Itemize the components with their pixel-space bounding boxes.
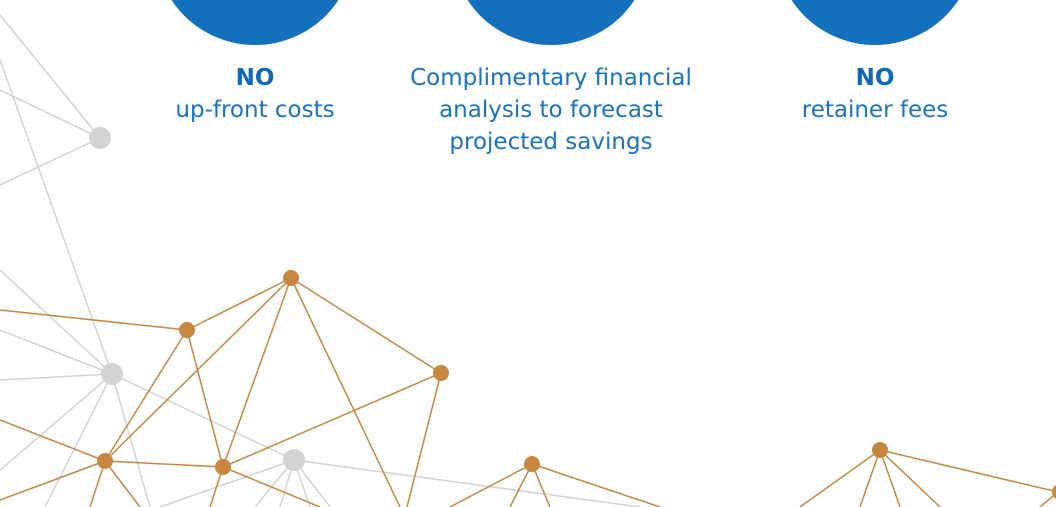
node bbox=[283, 449, 305, 471]
node bbox=[872, 442, 888, 458]
node bbox=[101, 363, 123, 385]
page: NOup-front costsComplimentary financiala… bbox=[0, 0, 1056, 507]
node bbox=[97, 453, 113, 469]
circle bbox=[155, 0, 355, 45]
feature-text: analysis to forecast bbox=[371, 94, 731, 126]
feature-text: Complimentary financial bbox=[371, 62, 731, 94]
node bbox=[215, 459, 231, 475]
node bbox=[1052, 484, 1056, 500]
node bbox=[179, 322, 195, 338]
circle bbox=[775, 0, 975, 45]
blue-circles bbox=[155, 0, 975, 45]
gray-nodes bbox=[89, 127, 305, 471]
feature-text: retainer fees bbox=[695, 94, 1055, 126]
orange-nodes bbox=[97, 270, 1056, 500]
feature-text: projected savings bbox=[371, 126, 731, 158]
node bbox=[433, 365, 449, 381]
feature-heading: NO bbox=[695, 62, 1055, 94]
node bbox=[89, 127, 111, 149]
node bbox=[524, 456, 540, 472]
circle bbox=[451, 0, 651, 45]
orange-links bbox=[0, 278, 1056, 507]
node bbox=[283, 270, 299, 286]
